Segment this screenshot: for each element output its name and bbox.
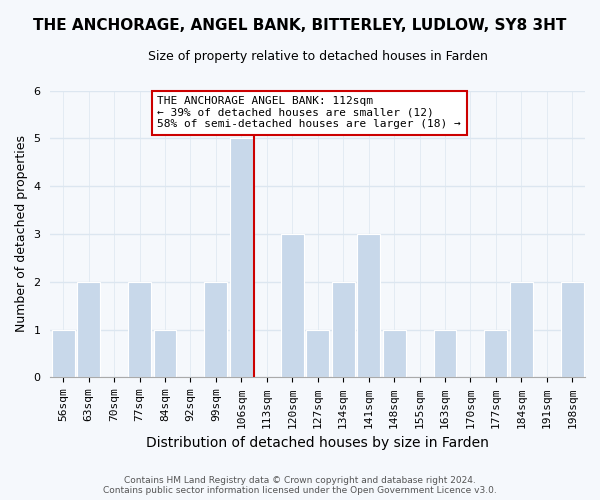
Bar (561, 282, 584, 378)
Title: Size of property relative to detached houses in Farden: Size of property relative to detached ho… (148, 50, 488, 63)
Y-axis label: Number of detached properties: Number of detached properties (15, 136, 28, 332)
Bar (230, 138, 253, 378)
Bar (205, 282, 227, 378)
Bar (77, 282, 100, 378)
Bar (128, 282, 151, 378)
Bar (510, 282, 533, 378)
Bar (383, 330, 406, 378)
Bar (484, 330, 508, 378)
Bar (154, 330, 176, 378)
Bar (332, 282, 355, 378)
Text: Contains HM Land Registry data © Crown copyright and database right 2024.
Contai: Contains HM Land Registry data © Crown c… (103, 476, 497, 495)
Text: THE ANCHORAGE ANGEL BANK: 112sqm
← 39% of detached houses are smaller (12)
58% o: THE ANCHORAGE ANGEL BANK: 112sqm ← 39% o… (157, 96, 461, 130)
Bar (281, 234, 304, 378)
Text: THE ANCHORAGE, ANGEL BANK, BITTERLEY, LUDLOW, SY8 3HT: THE ANCHORAGE, ANGEL BANK, BITTERLEY, LU… (34, 18, 566, 32)
Bar (52, 330, 74, 378)
Bar (357, 234, 380, 378)
X-axis label: Distribution of detached houses by size in Farden: Distribution of detached houses by size … (146, 436, 489, 450)
Bar (434, 330, 457, 378)
Bar (306, 330, 329, 378)
